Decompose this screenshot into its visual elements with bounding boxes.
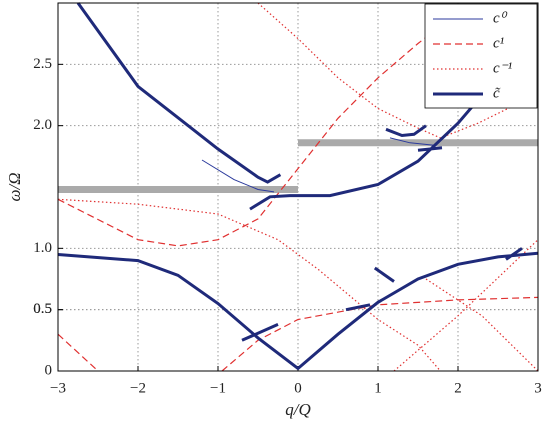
x-tick-label: −1 (210, 380, 226, 396)
y-tick-label: 1.0 (33, 240, 52, 256)
x-axis-label: q/Q (285, 400, 311, 419)
legend-label: c¹ (493, 35, 505, 51)
series-line (201, 137, 435, 193)
plot-frame (57, 2, 539, 372)
x-tick-label: 2 (454, 380, 462, 396)
x-tick-label: −3 (50, 380, 66, 396)
x-tick-label: −2 (130, 380, 146, 396)
legend-label: c⁻¹ (493, 60, 513, 76)
legend-label: c̃ (493, 85, 500, 101)
legend-box (424, 3, 538, 109)
series-line (58, 139, 538, 193)
series-line (57, 2, 539, 371)
x-tick-label: 3 (534, 380, 542, 396)
y-axis-label: ω/Ω (5, 172, 24, 201)
y-tick-label: 0 (45, 362, 53, 378)
y-tick-label: 2.5 (33, 56, 52, 72)
y-tick-label: 0.5 (33, 301, 52, 317)
y-tick-label: 2.0 (33, 117, 52, 133)
x-tick-label: 1 (374, 380, 382, 396)
series-line (57, 12, 539, 372)
legend-label: c⁰ (493, 10, 508, 26)
y-tick-label: 0.5 (33, 301, 52, 317)
x-tick-label: 0 (294, 380, 302, 396)
